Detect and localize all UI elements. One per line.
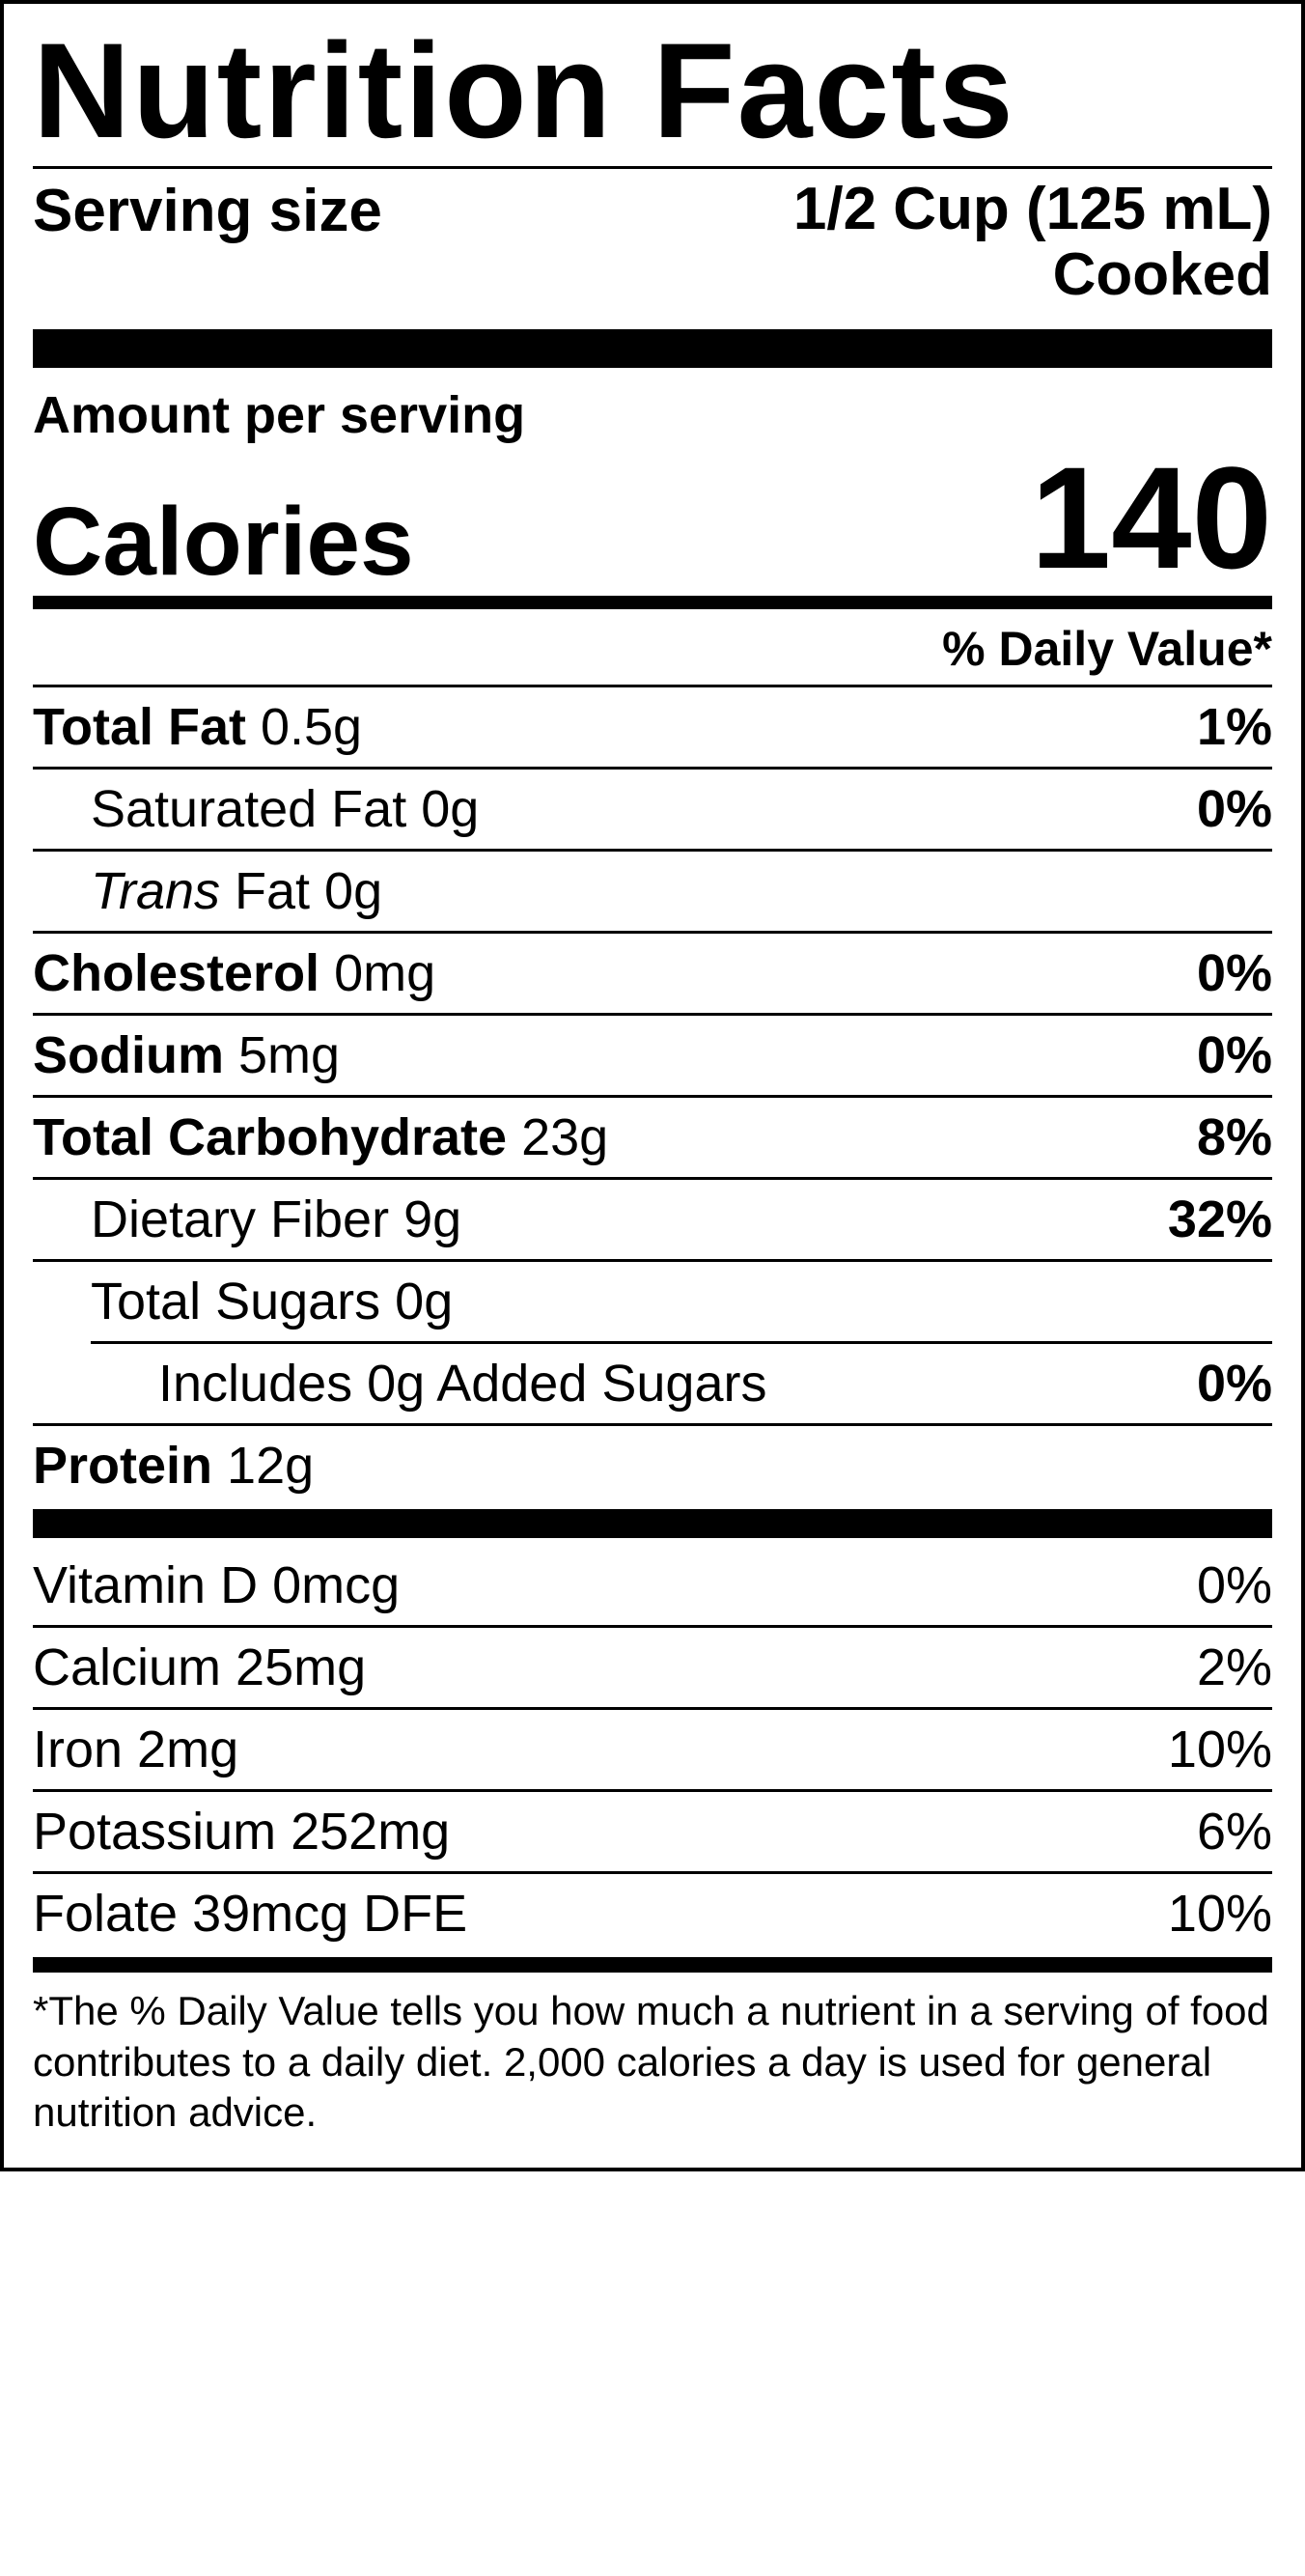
nutrient-name: Saturated Fat 0g bbox=[33, 779, 479, 839]
serving-size-value: 1/2 Cup (125 mL) Cooked bbox=[793, 177, 1272, 308]
vitamin-name: Iron 2mg bbox=[33, 1720, 238, 1779]
serving-size-label: Serving size bbox=[33, 177, 382, 245]
nutrient-dv: 8% bbox=[1197, 1107, 1272, 1167]
vitamin-name: Folate 39mcg DFE bbox=[33, 1884, 467, 1944]
nutrient-row: Sodium 5mg 0% bbox=[33, 1016, 1272, 1098]
vitamin-row: Potassium 252mg 6% bbox=[33, 1792, 1272, 1874]
vitamin-name: Potassium 252mg bbox=[33, 1802, 450, 1862]
thick-rule-3 bbox=[33, 1957, 1272, 1973]
serving-amount-line1: 1/2 Cup (125 mL) bbox=[793, 177, 1272, 242]
vitamin-name: Vitamin D 0mcg bbox=[33, 1555, 400, 1615]
thick-rule-2 bbox=[33, 1509, 1272, 1538]
daily-value-header: % Daily Value* bbox=[33, 609, 1272, 687]
label-title: Nutrition Facts bbox=[33, 23, 1272, 169]
nutrient-row: Dietary Fiber 9g 32% bbox=[33, 1180, 1272, 1262]
vitamin-row: Folate 39mcg DFE 10% bbox=[33, 1874, 1272, 1953]
nutrient-row: Saturated Fat 0g 0% bbox=[33, 770, 1272, 852]
serving-amount-line2: Cooked bbox=[793, 242, 1272, 308]
nutrient-row: Includes 0g Added Sugars 0% bbox=[33, 1344, 1272, 1426]
nutrient-row: Total Sugars 0g bbox=[33, 1262, 1272, 1341]
nutrient-row: Cholesterol 0mg 0% bbox=[33, 934, 1272, 1016]
nutrient-dv: 1% bbox=[1197, 697, 1272, 757]
nutrition-facts-label: Nutrition Facts Serving size 1/2 Cup (12… bbox=[0, 0, 1305, 2171]
vitamin-row: Calcium 25mg 2% bbox=[33, 1628, 1272, 1710]
nutrient-dv: 0% bbox=[1197, 1354, 1272, 1414]
calories-value: 140 bbox=[1031, 445, 1272, 590]
footnote-text: *The % Daily Value tells you how much a … bbox=[33, 1982, 1272, 2158]
nutrient-row: Total Carbohydrate 23g 8% bbox=[33, 1098, 1272, 1180]
nutrient-row: Total Fat 0.5g 1% bbox=[33, 687, 1272, 770]
nutrient-name: Protein 12g bbox=[33, 1436, 314, 1496]
vitamin-name: Calcium 25mg bbox=[33, 1638, 366, 1697]
nutrient-name: Total Sugars 0g bbox=[33, 1272, 453, 1331]
vitamins-section: Vitamin D 0mcg 0% Calcium 25mg 2% Iron 2mg 10… bbox=[33, 1546, 1272, 1953]
vitamin-dv: 0% bbox=[1197, 1555, 1272, 1615]
nutrient-name: Total Carbohydrate 23g bbox=[33, 1107, 608, 1167]
nutrient-name: Total Fat 0.5g bbox=[33, 697, 362, 757]
vitamin-row: Vitamin D 0mcg 0% bbox=[33, 1546, 1272, 1628]
serving-size-row: Serving size 1/2 Cup (125 mL) Cooked bbox=[33, 169, 1272, 312]
vitamin-dv: 10% bbox=[1168, 1720, 1272, 1779]
nutrient-dv: 32% bbox=[1168, 1190, 1272, 1249]
nutrient-dv: 0% bbox=[1197, 1025, 1272, 1085]
amount-per-serving-label: Amount per serving bbox=[33, 376, 1272, 445]
nutrient-name: Dietary Fiber 9g bbox=[33, 1190, 461, 1249]
nutrient-row: Trans Fat 0g bbox=[33, 852, 1272, 934]
calories-row: Calories 140 bbox=[33, 445, 1272, 609]
nutrient-dv: 0% bbox=[1197, 779, 1272, 839]
vitamin-dv: 6% bbox=[1197, 1802, 1272, 1862]
nutrient-name: Sodium 5mg bbox=[33, 1025, 340, 1085]
nutrient-name: Includes 0g Added Sugars bbox=[33, 1354, 766, 1414]
nutrient-dv: 0% bbox=[1197, 943, 1272, 1003]
main-nutrients-section: Total Fat 0.5g 1% Saturated Fat 0g 0% Trans … bbox=[33, 687, 1272, 1505]
vitamin-dv: 10% bbox=[1168, 1884, 1272, 1944]
thick-rule-1 bbox=[33, 329, 1272, 368]
nutrient-row: Protein 12g bbox=[33, 1426, 1272, 1505]
vitamin-row: Iron 2mg 10% bbox=[33, 1710, 1272, 1792]
nutrient-name: Cholesterol 0mg bbox=[33, 943, 435, 1003]
calories-label: Calories bbox=[33, 493, 414, 590]
vitamin-dv: 2% bbox=[1197, 1638, 1272, 1697]
nutrient-name: Trans Fat 0g bbox=[33, 861, 382, 921]
